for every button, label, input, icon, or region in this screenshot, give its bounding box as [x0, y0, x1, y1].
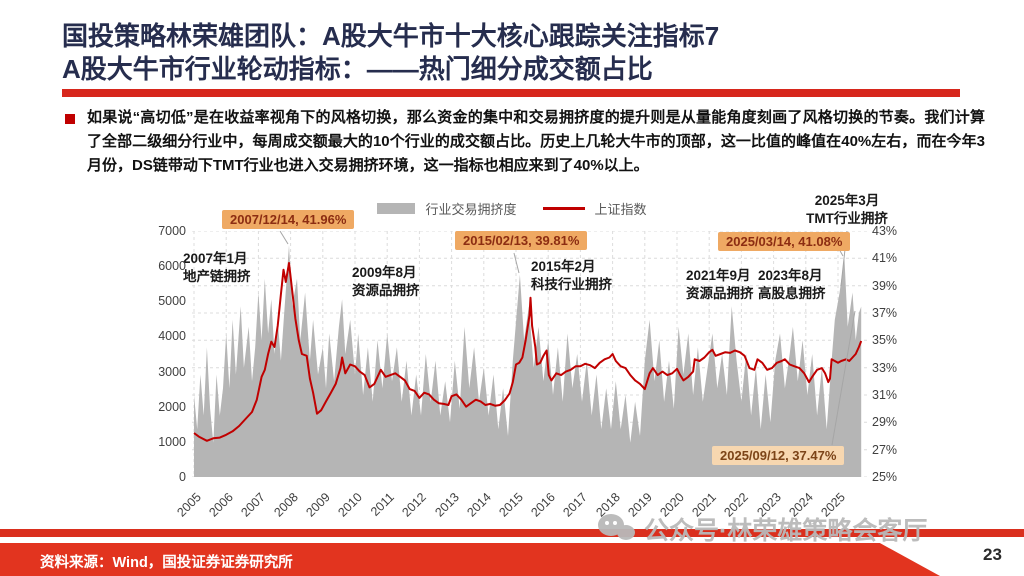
x-axis-tick: 2013	[431, 490, 462, 520]
page-title: 国投策略林荣雄团队：A股大牛市十大核心跟踪关注指标7 A股大牛市行业轮动指标：—…	[62, 20, 719, 86]
title-line1: 国投策略林荣雄团队：A股大牛市十大核心跟踪关注指标7	[62, 21, 720, 51]
right-axis-tick: 25%	[872, 470, 898, 484]
legend-area-swatch	[377, 203, 416, 214]
left-axis-tick: 0	[179, 470, 186, 484]
annotation-label-2023: 2023年8月 高股息拥挤	[758, 268, 826, 301]
right-axis-tick: 39%	[872, 278, 898, 293]
right-axis-tick: 31%	[872, 388, 898, 402]
title-underline	[62, 89, 960, 97]
right-axis-tick: 41%	[872, 251, 898, 266]
annotation-box-2025mar: 2025/03/14, 41.08%	[718, 232, 851, 251]
chart-legend: 行业交易拥挤度 上证指数	[0, 199, 1024, 218]
x-axis-tick: 2011	[368, 490, 398, 519]
right-axis-tick: 37%	[872, 306, 898, 320]
x-axis-tick: 2017	[560, 490, 591, 520]
title-line2: A股大牛市行业轮动指标：——热门细分成交额占比	[62, 54, 653, 84]
left-axis-tick: 2000	[158, 399, 186, 414]
right-axis-tick: 33%	[872, 360, 898, 375]
footer-stripe	[0, 529, 1024, 537]
watermark: 公众号·林荣雄策略会客厅	[598, 511, 927, 547]
x-axis-tick: 2007	[238, 490, 269, 520]
left-axis-tick: 6000	[158, 259, 186, 274]
annotation-box-2025sep: 2025/09/12, 37.47%	[712, 446, 845, 465]
legend-line-label: 上证指数	[594, 202, 647, 217]
plot-svg	[192, 231, 868, 477]
x-axis-tick: 2010	[335, 490, 365, 520]
footer-banner	[0, 543, 940, 576]
annotation-box-2015: 2015/02/13, 39.81%	[455, 231, 588, 250]
right-axis-tick: 27%	[872, 442, 898, 457]
left-axis-tick: 1000	[158, 434, 186, 449]
x-axis-tick: 2014	[464, 490, 494, 520]
x-axis-tick: 2015	[496, 490, 526, 520]
annotation-label-2015: 2015年2月 科技行业拥挤	[531, 259, 612, 292]
legend-area-label: 行业交易拥挤度	[425, 202, 517, 217]
x-axis-tick: 2005	[174, 490, 204, 520]
right-axis-tick: 43%	[872, 224, 898, 238]
bullet-paragraph: 如果说“高切低”是在收益率视角下的风格切换，那么资金的集中和交易拥挤度的提升则是…	[87, 109, 985, 174]
x-axis-tick: 2009	[303, 490, 333, 520]
x-axis-tick: 2008	[270, 490, 301, 520]
left-axis-tick: 4000	[158, 329, 186, 344]
x-axis-tick: 2012	[399, 490, 430, 520]
annotation-box-2007: 2007/12/14, 41.96%	[222, 210, 355, 229]
watermark-text: 公众号·林荣雄策略会客厅	[644, 517, 928, 545]
annotation-label-2025: 2025年3月 TMT行业拥挤	[806, 193, 888, 226]
annotation-label-2021: 2021年9月 资源品拥挤	[686, 268, 754, 301]
left-axis-tick: 7000	[158, 224, 186, 238]
page-number: 23	[983, 545, 1002, 564]
x-axis-tick: 2016	[528, 490, 559, 520]
congestion-area-shape	[194, 245, 862, 477]
right-axis-tick: 29%	[872, 415, 898, 430]
legend-line-swatch	[542, 207, 585, 210]
sse-line-shape	[193, 262, 863, 442]
annotation-label-2007: 2007年1月 地产链拥挤	[183, 251, 251, 284]
source-text: 资料来源：Wind，国投证券证券研究所	[40, 555, 293, 571]
annotation-label-2009: 2009年8月 资源品拥挤	[352, 265, 420, 298]
right-axis-tick: 35%	[872, 333, 898, 348]
x-axis-tick: 2006	[206, 490, 237, 520]
wechat-icon	[598, 513, 636, 545]
bullet-marker	[65, 114, 75, 124]
left-axis-tick: 3000	[158, 364, 186, 379]
left-axis-tick: 5000	[158, 294, 186, 309]
